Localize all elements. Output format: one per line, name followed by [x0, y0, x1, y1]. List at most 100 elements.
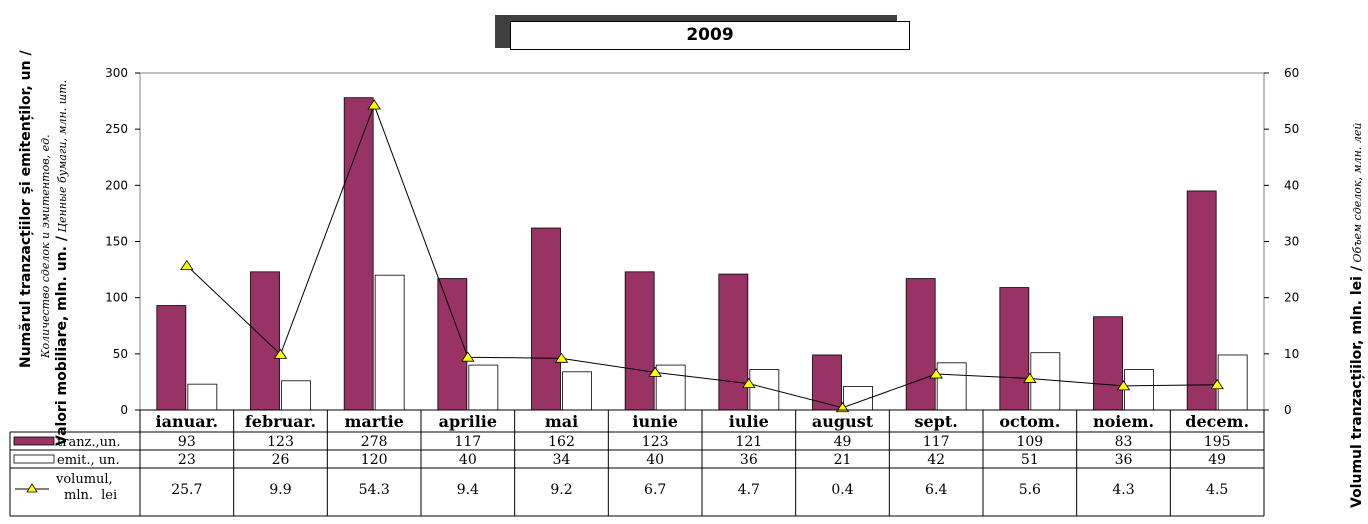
- table-value-emit: 42: [927, 452, 945, 468]
- bar-tranz: [531, 227, 561, 411]
- left-tick-label: 50: [113, 347, 128, 361]
- bar-tranz: [905, 278, 936, 411]
- bar-emit: [562, 371, 592, 411]
- table-value-volume: 9.9: [269, 482, 291, 498]
- table-value-volume: 5.6: [1019, 482, 1041, 498]
- volume-marker: [929, 368, 943, 379]
- volume-marker: [554, 352, 569, 363]
- volume-marker: [1023, 372, 1037, 383]
- table-value-tranz: 123: [642, 434, 669, 450]
- category-label: noiem.: [1093, 412, 1154, 431]
- bar-tranz: [1186, 190, 1217, 411]
- table-value-volume: 0.4: [831, 482, 853, 498]
- category-label: mai: [545, 412, 578, 431]
- chart-title: 2009: [510, 21, 910, 50]
- table-value-tranz: 49: [834, 434, 852, 450]
- table-value-volume: 25.7: [171, 482, 202, 498]
- bar-emit: [655, 364, 686, 411]
- category-label: aprilie: [439, 412, 497, 431]
- category-label: februar.: [245, 412, 316, 431]
- table-value-tranz: 162: [548, 434, 575, 450]
- bar-tranz: [812, 354, 842, 411]
- category-label: decem.: [1185, 412, 1249, 431]
- table-value-tranz: 117: [454, 434, 481, 450]
- table-value-emit: 40: [646, 452, 664, 468]
- volume-marker: [461, 351, 475, 362]
- bar-emit: [374, 274, 405, 411]
- table-value-emit: 36: [1115, 452, 1133, 468]
- table-value-tranz: 83: [1115, 434, 1133, 450]
- table-value-tranz: 93: [178, 434, 196, 450]
- table-value-emit: 49: [1208, 452, 1226, 468]
- table-value-tranz: 123: [267, 434, 294, 450]
- left-tick-label: 150: [105, 235, 128, 249]
- left-tick-label: 250: [105, 122, 128, 136]
- legend-label-volume: mln. lei: [64, 488, 117, 503]
- left-tick-label: 100: [105, 291, 128, 305]
- table-value-tranz: 109: [1016, 434, 1043, 450]
- legend-key-tranz: [13, 436, 55, 446]
- volume-line: [186, 103, 1218, 409]
- bar-tranz: [999, 287, 1030, 411]
- table-value-volume: 4.7: [738, 482, 760, 498]
- table-value-volume: 4.5: [1206, 482, 1228, 498]
- category-label: iunie: [632, 412, 678, 431]
- category-label: ianuar.: [156, 412, 219, 431]
- table-value-volume: 4.3: [1112, 482, 1134, 498]
- volume-marker: [742, 377, 756, 389]
- right-tick-label: 40: [1284, 178, 1299, 192]
- table-value-emit: 51: [1021, 452, 1039, 468]
- volume-marker: [180, 259, 194, 271]
- bar-tranz: [343, 97, 374, 411]
- volume-marker: [1210, 379, 1224, 390]
- bar-emit: [281, 380, 311, 411]
- legend-key-volume-marker: [26, 483, 38, 493]
- table-value-emit: 26: [272, 452, 290, 468]
- volume-marker: [367, 99, 381, 110]
- table-value-emit: 36: [740, 452, 758, 468]
- category-label: martie: [344, 412, 403, 431]
- bar-tranz: [624, 271, 655, 411]
- table-value-emit: 34: [553, 452, 571, 468]
- legend-label-tranz: tranz.,un.: [57, 435, 121, 450]
- table-value-emit: 21: [834, 452, 852, 468]
- table-value-emit: 120: [361, 452, 388, 468]
- bar-emit: [187, 383, 218, 411]
- right-tick-label: 60: [1284, 66, 1299, 80]
- bar-tranz: [156, 305, 187, 411]
- category-label: octom.: [999, 412, 1060, 431]
- table-value-tranz: 121: [735, 434, 762, 450]
- table-value-tranz: 117: [923, 434, 950, 450]
- left-tick-label: 200: [105, 178, 128, 192]
- category-label: iulie: [729, 412, 769, 431]
- volume-marker: [648, 366, 662, 377]
- bar-tranz: [250, 271, 280, 411]
- table-value-volume: 54.3: [359, 482, 390, 498]
- right-tick-label: 20: [1284, 291, 1299, 305]
- table-value-volume: 6.7: [644, 482, 666, 498]
- table-value-volume: 9.4: [457, 482, 479, 498]
- table-value-volume: 6.4: [925, 482, 947, 498]
- bar-emit: [936, 362, 967, 411]
- bar-tranz: [718, 273, 749, 411]
- category-label: august: [812, 412, 874, 431]
- legend-label-emit: emit., un.: [57, 453, 120, 468]
- bar-emit: [1217, 354, 1248, 411]
- table-value-emit: 23: [178, 452, 196, 468]
- legend-label-volume: volumul,: [55, 472, 113, 487]
- left-tick-label: 0: [120, 403, 128, 417]
- right-tick-label: 50: [1284, 122, 1299, 136]
- table-value-tranz: 278: [361, 434, 388, 450]
- right-tick-label: 10: [1284, 347, 1299, 361]
- right-tick-label: 0: [1284, 403, 1292, 417]
- volume-marker: [273, 348, 288, 359]
- bar-tranz: [1093, 316, 1123, 411]
- bar-tranz: [437, 278, 468, 411]
- volume-marker: [1116, 380, 1131, 391]
- table-value-tranz: 195: [1204, 434, 1231, 450]
- table-value-emit: 40: [459, 452, 477, 468]
- right-tick-label: 30: [1284, 235, 1299, 249]
- category-label: sept.: [914, 412, 957, 431]
- legend-key-emit: [13, 454, 55, 464]
